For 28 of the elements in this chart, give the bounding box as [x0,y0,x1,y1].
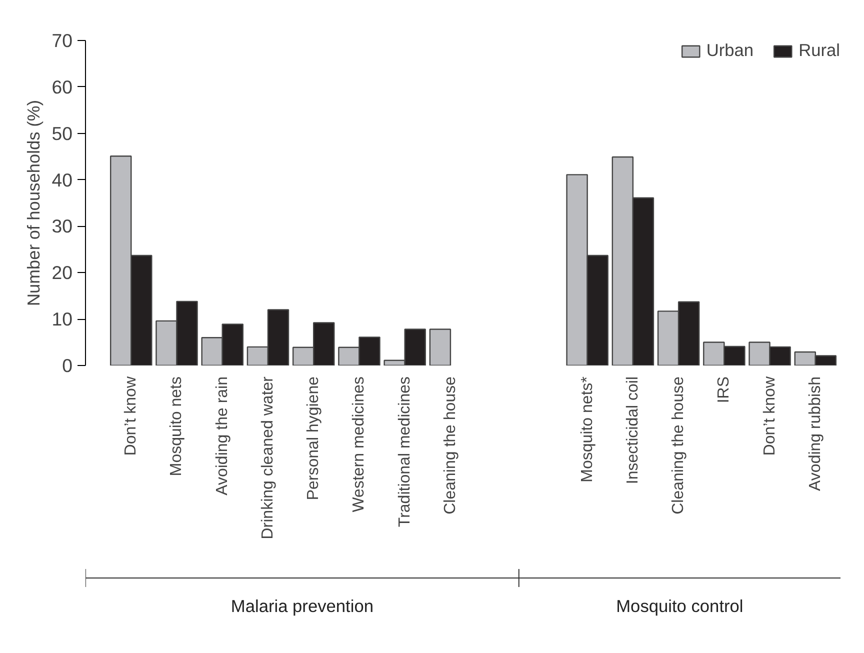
bar [429,328,452,366]
x-tick-label: Cleaning the house [670,376,688,514]
y-tick-label: 30 [52,216,73,237]
y-tick-label: 60 [52,76,73,98]
x-tick-label: Cleaning the house [442,376,459,514]
legend-label: Urban [706,40,754,61]
y-tick-label: 50 [52,122,73,144]
y-tick-label: 0 [62,355,73,376]
x-tick-label: Traditional medicines [396,376,414,528]
x-tick-label: Avoiding the rain [214,376,231,496]
x-tick-label: Avoding rubbish [806,376,824,491]
x-tick-label: Mosquito nets* [578,376,596,482]
x-tick-label: IRS [716,376,733,404]
y-tick-label: 70 [52,30,73,51]
x-tick-label: Personal hygiene [305,376,322,500]
x-tick-label: Don’t know [122,376,140,456]
x-tick-label: Don’t know [761,376,778,456]
text: Mosquito control [616,596,744,616]
x-tick-label: Drinking cleaned water [259,376,276,540]
y-tick-label: 10 [52,308,73,330]
legend-label: Rural [798,40,840,61]
x-tick-label: Western medicines [350,376,368,512]
text: Malaria prevention [230,596,374,616]
x-tick-label: Mosquito nets [168,376,186,476]
y-tick-label: 20 [52,262,73,284]
y-axis-title: Number of households (%) [24,100,44,306]
x-tick-label: Insecticidal coil [624,376,642,484]
y-tick-label: 40 [52,169,73,190]
